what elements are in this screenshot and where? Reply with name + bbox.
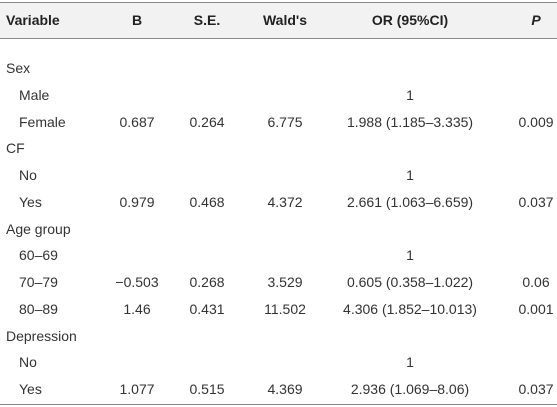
or-cell: 1.988 (1.185–3.335) xyxy=(346,113,474,130)
level-label: 60–69 xyxy=(19,247,58,264)
group-label: Age group xyxy=(6,220,71,237)
level-label: Yes xyxy=(19,193,42,210)
group-label: Sex xyxy=(6,60,31,76)
wald-cell: 3.529 xyxy=(267,274,303,290)
level-label: 80–89 xyxy=(19,300,58,317)
p-cell: 0.009 xyxy=(518,113,554,130)
or-cell: 4.306 (1.852–10.013) xyxy=(343,300,477,317)
header-cell: P xyxy=(531,12,541,28)
level-label: Male xyxy=(19,86,50,103)
b-cell: 0.687 xyxy=(119,113,155,130)
or-cell: 1 xyxy=(406,247,414,264)
header-cell: B xyxy=(131,12,143,28)
or-cell: 1 xyxy=(406,167,414,183)
or-cell: 2.661 (1.063–6.659) xyxy=(346,193,474,210)
se-cell: 0.468 xyxy=(189,193,225,210)
b-cell: −0.503 xyxy=(115,274,159,290)
header-cell: Wald's xyxy=(262,12,308,28)
or-cell: 1 xyxy=(406,354,414,371)
level-label: Yes xyxy=(19,381,42,397)
or-cell: 0.605 (0.358–1.022) xyxy=(346,274,474,290)
se-cell: 0.515 xyxy=(189,381,225,397)
header-rule xyxy=(0,38,557,39)
wald-cell: 4.369 xyxy=(267,381,303,397)
b-cell: 0.979 xyxy=(119,193,155,210)
level-label: No xyxy=(19,167,37,183)
wald-cell: 4.372 xyxy=(267,193,303,210)
group-label: Depression xyxy=(6,327,77,344)
or-cell: 2.936 (1.069–8.06) xyxy=(350,381,470,397)
level-label: 70–79 xyxy=(19,274,58,290)
se-cell: 0.264 xyxy=(189,113,225,130)
se-cell: 0.431 xyxy=(189,300,225,317)
se-cell: 0.268 xyxy=(189,274,225,290)
p-cell: 0.037 xyxy=(518,193,554,210)
header-cell: S.E. xyxy=(193,12,221,28)
header-background xyxy=(0,3,557,38)
bottom-rule xyxy=(0,404,557,405)
level-label: No xyxy=(19,354,37,371)
b-cell: 1.077 xyxy=(119,381,155,397)
p-cell: 0.06 xyxy=(522,274,550,290)
level-label: Female xyxy=(19,113,66,130)
top-rule xyxy=(0,2,557,3)
or-cell: 1 xyxy=(406,86,414,103)
b-cell: 1.46 xyxy=(123,300,151,317)
wald-cell: 6.775 xyxy=(267,113,303,130)
group-label: CF xyxy=(6,140,25,157)
header-cell: OR (95%CI) xyxy=(371,12,449,28)
header-cell: Variable xyxy=(6,12,60,28)
wald-cell: 11.502 xyxy=(264,300,306,317)
p-cell: 0.001 xyxy=(518,300,554,317)
p-cell: 0.037 xyxy=(518,381,554,397)
